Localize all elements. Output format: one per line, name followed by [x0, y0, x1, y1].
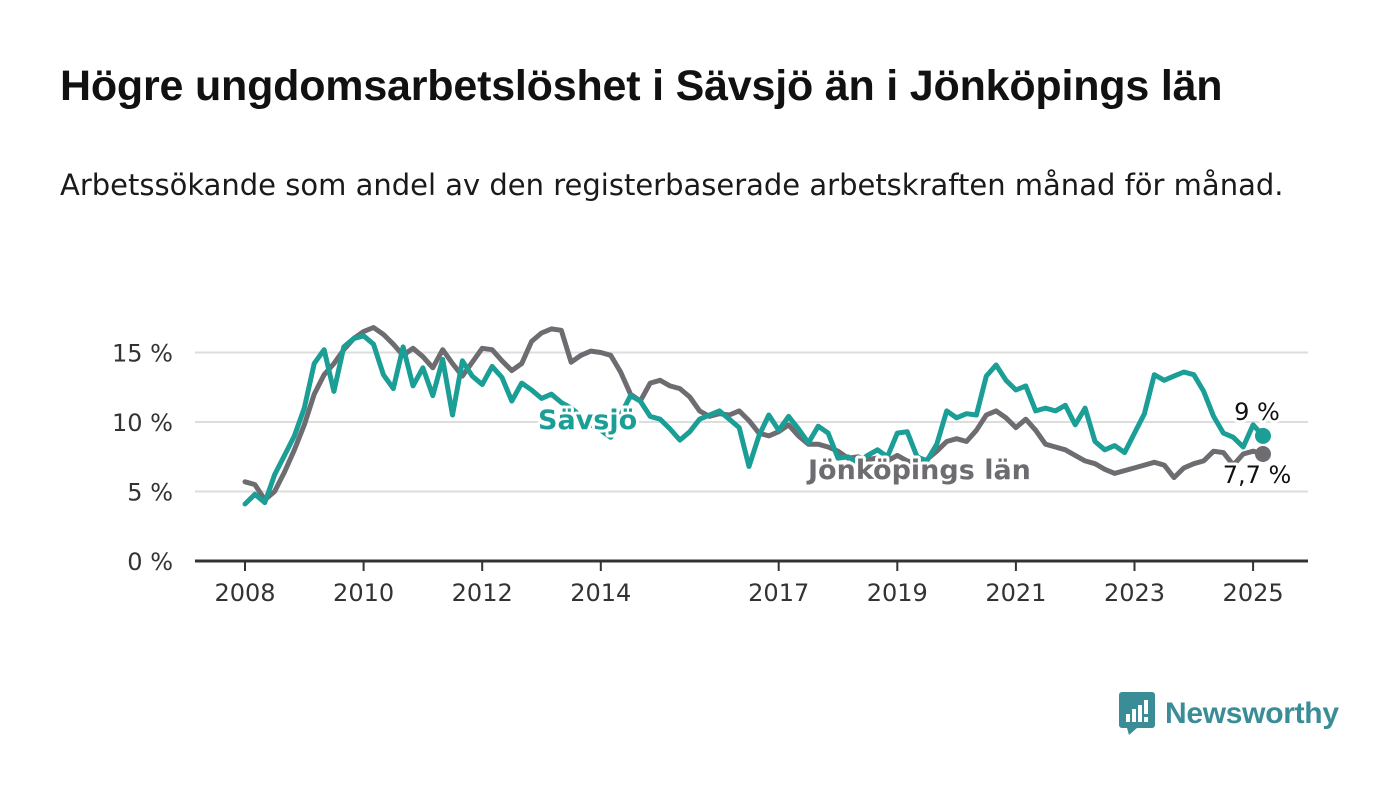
x-tick-label: 2008	[214, 579, 275, 607]
savsjo-series-label-halo: Sävsjö	[538, 405, 637, 436]
x-tick-label: 2014	[570, 579, 631, 607]
brand-name: Newsworthy	[1165, 697, 1339, 730]
x-tick-label: 2023	[1104, 579, 1165, 607]
y-tick-label: 15 %	[112, 340, 173, 368]
chart-title: Högre ungdomsarbetslöshet i Sävsjö än i …	[60, 62, 1223, 110]
jonkoping-series-label-halo: Jönköpings län	[806, 455, 1031, 486]
x-tick-label: 2010	[333, 579, 394, 607]
x-tick-label: 2019	[867, 579, 928, 607]
x-tick-label: 2021	[985, 579, 1046, 607]
y-tick-label: 0 %	[127, 548, 173, 576]
chart-subtitle: Arbetssökande som andel av den registerb…	[60, 168, 1284, 202]
gridlines	[195, 351, 1308, 563]
jonkoping-end-value-label-halo: 7,7 %	[1223, 461, 1292, 489]
savsjo-end-value-label-text: 9 %	[1234, 398, 1280, 426]
jonkoping-series-label-text: Jönköpings län	[806, 455, 1031, 486]
x-tick-label: 2012	[452, 579, 513, 607]
jonkoping-line	[242, 325, 1266, 503]
y-tick-label: 5 %	[127, 479, 173, 507]
y-tick-label: 10 %	[112, 409, 173, 437]
savsjo-end-point	[1254, 427, 1271, 444]
series-lines	[242, 325, 1271, 507]
savsjo-end-value-label: 9 %9 %	[1231, 395, 1283, 429]
x-tick-label: 2017	[748, 579, 809, 607]
x-axis-ticks: 2008 2010 2012 2014 2017 2019 2021 2023 2025	[214, 561, 1284, 607]
x-tick-label: 2025	[1223, 579, 1284, 607]
savsjo-end-value-label-halo: 9 %	[1234, 398, 1280, 426]
savsjo-series-label-text: Sävsjö	[538, 405, 637, 436]
newsworthy-logo-icon	[1119, 692, 1155, 735]
brand-logo: Newsworthy	[1119, 692, 1339, 736]
jonkoping-end-value-label: 7,7 %7,7 %	[1220, 458, 1295, 492]
y-axis-ticks: 0 % 5 % 10 % 15 %	[112, 340, 173, 577]
savsjo-line	[242, 333, 1266, 507]
jonkoping-end-point	[1254, 445, 1271, 462]
jonkoping-end-value-label-text: 7,7 %	[1223, 461, 1292, 489]
